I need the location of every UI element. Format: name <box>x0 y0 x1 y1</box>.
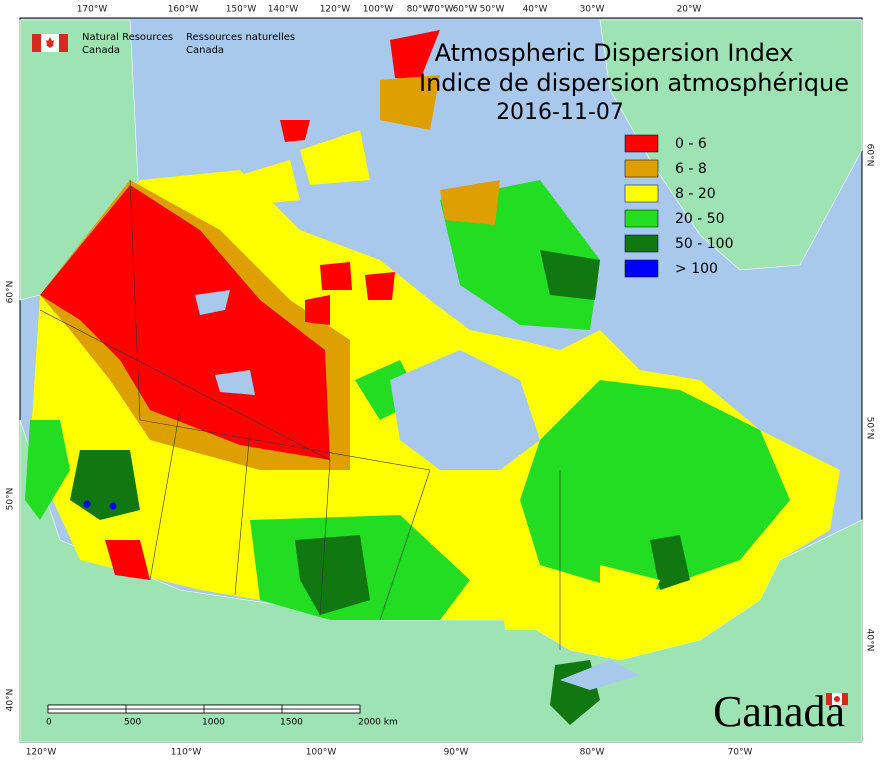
longitude-label: 20°W <box>677 5 702 15</box>
scale-label: 2000 km <box>358 718 398 728</box>
scale-label: 500 <box>124 718 141 728</box>
legend-swatch <box>624 209 659 228</box>
nrcan-signature <box>32 34 68 52</box>
longitude-label: 70°W <box>429 5 454 15</box>
latitude-label: 50°N <box>6 488 16 511</box>
scale-label: 1500 <box>280 718 303 728</box>
agency-en: Natural Resources <box>82 32 173 43</box>
longitude-label: 90°W <box>444 748 469 758</box>
longitude-label: 160°W <box>168 5 199 15</box>
index-zone <box>40 185 330 460</box>
legend-label: 8 - 20 <box>675 186 716 202</box>
legend-label: 6 - 8 <box>675 161 707 177</box>
index-zone <box>280 120 310 142</box>
date: 2016-11-07 <box>496 100 624 125</box>
index-zone <box>320 262 352 290</box>
longitude-label: 30°W <box>580 5 605 15</box>
index-zone <box>295 535 370 615</box>
index-zone <box>83 500 91 508</box>
longitude-label: 170°W <box>77 5 108 15</box>
wordmark-flag <box>826 693 848 705</box>
index-zone <box>380 75 440 130</box>
agency-fr: Ressources naturelles <box>186 32 295 43</box>
index-zone <box>300 130 370 185</box>
legend-label: > 100 <box>675 261 718 277</box>
agency-fr: Canada <box>186 45 224 56</box>
longitude-label: 100°W <box>306 748 337 758</box>
longitude-label: 150°W <box>226 5 257 15</box>
latitude-label: 40°N <box>6 689 16 712</box>
index-zone <box>650 535 690 590</box>
longitude-label: 80°W <box>580 748 605 758</box>
canada-index <box>25 30 840 725</box>
index-zone <box>109 502 117 510</box>
legend-swatch <box>624 184 659 203</box>
legend-swatch <box>624 159 659 178</box>
scale-label: 0 <box>46 718 52 728</box>
longitude-label: 100°W <box>363 5 394 15</box>
index-zone <box>520 380 790 595</box>
legend-label: 50 - 100 <box>675 236 734 252</box>
longitude-label: 40°W <box>523 5 548 15</box>
longitude-label: 80°W <box>407 5 432 15</box>
latitude-label: 50°N <box>865 417 875 440</box>
agency-en: Canada <box>82 45 120 56</box>
latitude-label: 60°N <box>6 281 16 304</box>
legend-swatch <box>624 259 659 278</box>
index-zone <box>500 580 560 630</box>
legend-swatch <box>624 134 659 153</box>
title: Atmospheric Dispersion Index <box>435 39 794 67</box>
longitude-label: 120°W <box>320 5 351 15</box>
longitude-label: 120°W <box>26 748 57 758</box>
index-zone <box>305 295 330 325</box>
longitude-label: 70°W <box>728 748 753 758</box>
index-zone <box>105 540 150 580</box>
title: Indice de dispersion atmosphérique <box>419 69 849 97</box>
longitude-label: 110°W <box>171 748 202 758</box>
latitude-label: 40°N <box>865 629 875 652</box>
boundaries <box>39 179 561 650</box>
wordmark: Canada <box>713 687 845 736</box>
latitude-label: 60°N <box>865 144 875 167</box>
index-zone <box>25 420 70 520</box>
longitude-label: 60°W <box>453 5 478 15</box>
index-zone <box>365 272 395 300</box>
index-zone <box>390 30 440 80</box>
index-zone <box>600 565 660 625</box>
legend-swatch <box>624 234 659 253</box>
scale-bar <box>47 704 361 714</box>
legend-label: 0 - 6 <box>675 136 707 152</box>
scale-label: 1000 <box>202 718 225 728</box>
index-zone <box>540 250 600 300</box>
longitude-label: 50°W <box>480 5 505 15</box>
index-zone <box>440 180 500 225</box>
longitude-label: 140°W <box>268 5 299 15</box>
legend-label: 20 - 50 <box>675 211 725 227</box>
index-zone <box>240 160 300 205</box>
